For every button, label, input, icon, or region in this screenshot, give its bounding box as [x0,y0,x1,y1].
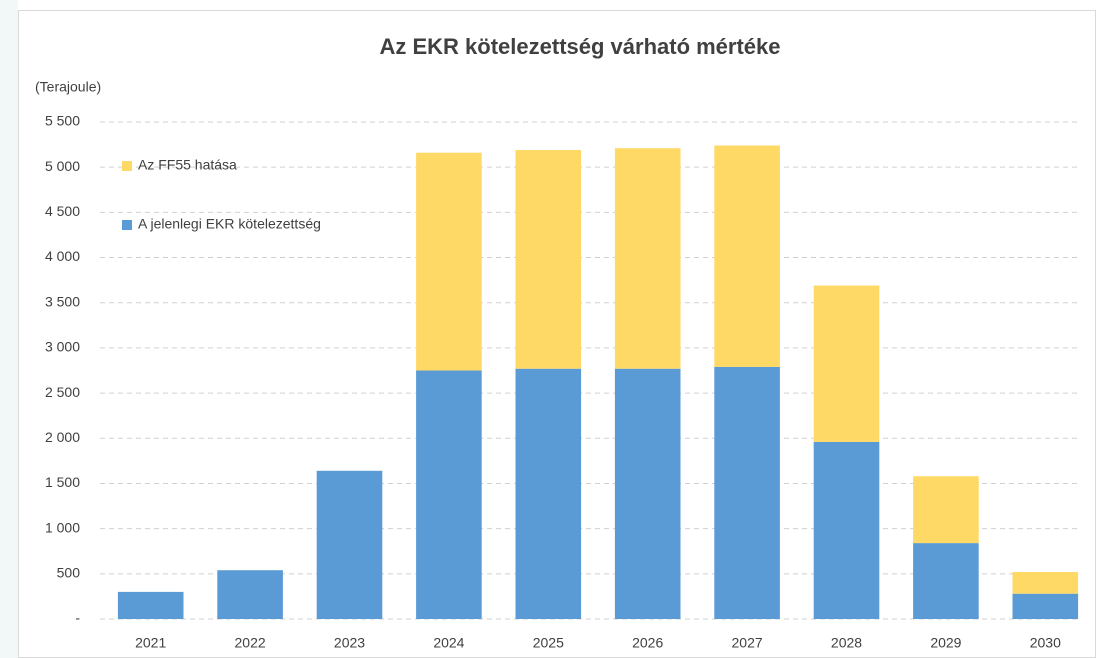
x-tick-label: 2025 [533,635,564,651]
y-axis-label: (Terajoule) [35,79,101,95]
bar-segment [316,470,383,619]
legend-label: A jelenlegi EKR kötelezettség [138,216,321,232]
x-tick-label: 2024 [433,635,464,651]
y-tick-label: - [75,610,80,626]
x-tick-label: 2027 [732,635,763,651]
legend-swatch [122,161,132,171]
bar-segment [813,285,880,442]
bar-segment [913,476,979,544]
chart-title: Az EKR kötelezettség várható mértéke [379,34,780,59]
bar-segment [614,148,681,369]
y-tick-label: 1 000 [45,519,80,535]
y-tick-label: 1 500 [45,474,80,490]
bar-segment [515,150,582,369]
side-strip [0,0,18,658]
bar-segment [117,591,184,619]
y-tick-label: 5 500 [45,113,80,129]
bar-segment [614,368,681,619]
x-tick-label: 2026 [632,635,663,651]
bar-segment [217,570,283,619]
y-tick-label: 3 000 [45,339,80,355]
x-tick-label: 2028 [831,635,862,651]
bar-segment [1012,572,1079,594]
y-tick-label: 5 000 [45,158,80,174]
bar-segment [813,441,880,619]
y-tick-label: 500 [57,565,81,581]
bar-segment [515,368,582,619]
legend-swatch [122,220,132,230]
x-tick-label: 2022 [235,635,266,651]
bar-segment [714,366,780,619]
y-tick-label: 3 500 [45,293,80,309]
bar-segment [416,370,482,619]
x-tick-label: 2030 [1030,635,1061,651]
bar-segment [913,543,979,619]
x-tick-label: 2029 [930,635,961,651]
bar-segment [714,145,780,367]
y-tick-label: 4 000 [45,248,80,264]
y-tick-label: 2 000 [45,429,80,445]
y-tick-label: 2 500 [45,384,80,400]
bar-segment [1012,593,1079,619]
legend-label: Az FF55 hatása [138,157,237,173]
x-tick-label: 2021 [135,635,166,651]
y-tick-label: 4 500 [45,203,80,219]
x-tick-label: 2023 [334,635,365,651]
bar-segment [416,152,482,371]
